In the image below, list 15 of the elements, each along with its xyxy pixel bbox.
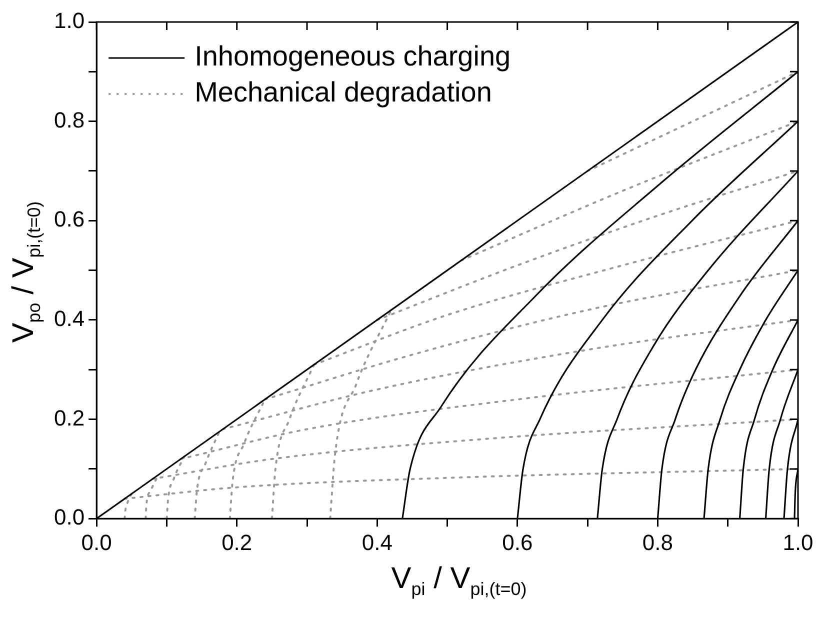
y-tick-label: 0.0	[54, 504, 85, 530]
y-tick-label: 0.2	[54, 405, 85, 430]
y-tick-label: 0.6	[54, 206, 85, 232]
legend-label: Mechanical degradation	[194, 76, 492, 108]
x-tick-label: 0.2	[222, 530, 252, 555]
legend-label: Inhomogeneous charging	[194, 40, 511, 72]
y-tick-label: 1.0	[54, 8, 85, 34]
y-tick-label: 0.4	[54, 306, 85, 332]
x-tick-label: 0.6	[502, 530, 533, 555]
x-tick-label: 0.0	[81, 530, 112, 555]
x-tick-label: 1.0	[782, 530, 814, 555]
y-tick-label: 0.8	[54, 107, 85, 132]
x-axis-title: V$_{pi}$ / V$_{pi,(t=0)}$	[390, 562, 528, 600]
x-tick-label: 0.4	[362, 530, 392, 555]
x-tick-label: 0.8	[642, 530, 674, 555]
